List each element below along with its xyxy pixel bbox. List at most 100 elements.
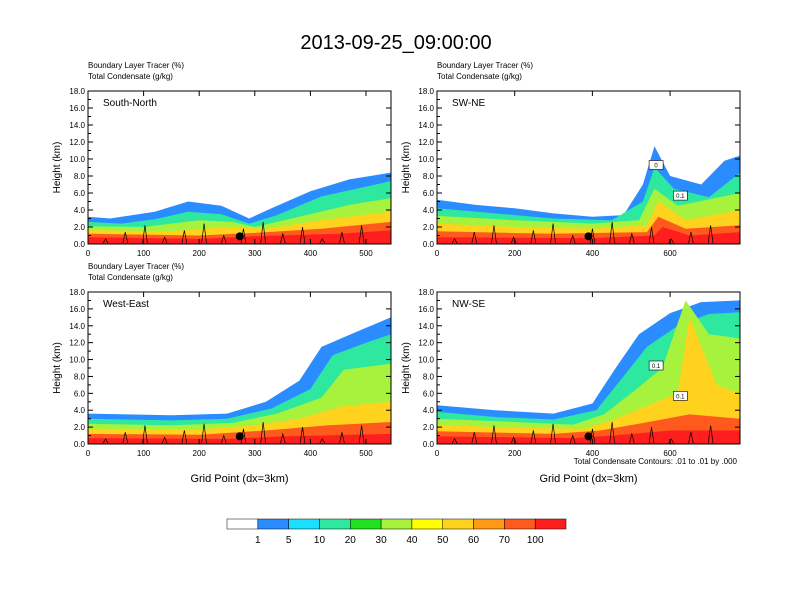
y-tick-label: 16.0 xyxy=(418,104,434,113)
contour-line xyxy=(550,423,556,444)
panels: 0.0 2.0 4.0 6.0 8.0 10.0 12.0 14.0 16.0 18.0 0 100 2… xyxy=(52,61,741,485)
contour-line xyxy=(530,430,537,444)
section-label: NW-SE xyxy=(452,299,485,310)
y-axis-label: Height (km) xyxy=(401,142,412,194)
location-marker xyxy=(584,432,593,441)
contour-line xyxy=(609,221,615,244)
y-tick-label: 4.0 xyxy=(423,406,435,415)
contour-line xyxy=(609,422,615,444)
colorbar-label: 1 xyxy=(255,535,261,546)
colorbar-swatch xyxy=(473,518,505,530)
colorbar-label: 60 xyxy=(468,535,480,546)
x-tick-label: 200 xyxy=(508,449,522,458)
contour-line xyxy=(707,225,714,244)
colorbar-label: 10 xyxy=(314,535,326,546)
contour-line xyxy=(280,232,286,244)
y-tick-label: 10.0 xyxy=(418,356,434,365)
tracer-layers xyxy=(437,300,740,444)
y-tick-label: 8.0 xyxy=(74,372,86,381)
x-tick-label: 200 xyxy=(508,249,522,258)
y-tick-label: 2.0 xyxy=(74,423,86,432)
y-tick-label: 18.0 xyxy=(69,87,85,96)
y-tick-label: 10.0 xyxy=(69,356,85,365)
x-tick-label: 0 xyxy=(435,449,440,458)
colorbar-swatch xyxy=(442,518,474,530)
section-label: West-East xyxy=(103,299,149,310)
contour-label-box xyxy=(673,190,688,201)
contour-line xyxy=(142,225,148,244)
contour-line xyxy=(510,236,517,244)
y-tick-label: 16.0 xyxy=(69,104,85,113)
contour-line xyxy=(181,230,188,244)
colorbar-swatch xyxy=(534,518,567,530)
section-label: South-North xyxy=(103,98,157,109)
field2-label: Total Condensate (g/kg) xyxy=(88,72,173,81)
contour-line xyxy=(122,232,129,244)
contour-line xyxy=(707,425,714,444)
colorbar-label: 70 xyxy=(499,535,511,546)
y-tick-label: 14.0 xyxy=(69,121,85,130)
contour-line xyxy=(339,232,345,244)
colorbar-label: 100 xyxy=(527,535,544,546)
contour-line xyxy=(122,432,129,444)
condensate-contours xyxy=(102,422,365,444)
y-tick-label: 4.0 xyxy=(74,206,86,215)
contour-line xyxy=(550,223,556,244)
x-tick-label: 100 xyxy=(137,449,151,458)
condensate-contours xyxy=(451,221,714,244)
colorbar-swatch xyxy=(504,518,536,530)
x-axis-label: Grid Point (dx=3km) xyxy=(190,473,288,485)
section-label: SW-NE xyxy=(452,98,485,109)
contour-line xyxy=(102,438,109,444)
x-tick-label: 500 xyxy=(359,449,373,458)
contour-line xyxy=(569,234,576,244)
contour-label-box xyxy=(648,360,664,371)
contour-line xyxy=(161,436,168,444)
y-tick-label: 10.0 xyxy=(69,155,85,164)
y-tick-label: 12.0 xyxy=(69,138,85,147)
x-tick-label: 400 xyxy=(586,249,600,258)
figure-title: 2013-09-25_09:00:00 xyxy=(300,32,492,54)
contour-label-box xyxy=(673,391,688,401)
contour-label: 0.1 xyxy=(676,194,685,200)
contour-line xyxy=(358,225,365,244)
x-tick-label: 300 xyxy=(248,449,262,458)
tracer-layer-7 xyxy=(437,317,740,444)
y-tick-label: 18.0 xyxy=(418,288,434,297)
location-marker xyxy=(235,232,244,241)
colorbar-label: 5 xyxy=(286,535,292,546)
y-tick-label: 0.0 xyxy=(74,240,86,249)
x-tick-label: 600 xyxy=(663,449,677,458)
contour-line xyxy=(569,434,576,444)
contour-line xyxy=(629,232,635,244)
y-tick-label: 16.0 xyxy=(69,305,85,314)
y-tick-label: 16.0 xyxy=(418,305,434,314)
colorbar-swatch xyxy=(411,518,443,530)
field1-label: Boundary Layer Tracer (%) xyxy=(88,262,184,271)
y-tick-label: 4.0 xyxy=(423,206,435,215)
y-tick-label: 6.0 xyxy=(423,189,435,198)
contour-line xyxy=(102,238,109,244)
contour-line xyxy=(648,427,655,444)
panel-south-north: 0.0 2.0 4.0 6.0 8.0 10.0 12.0 14.0 16.0 18.0 0 100 2… xyxy=(52,61,392,258)
contour-line xyxy=(280,432,286,444)
contour-label-box xyxy=(648,160,664,170)
contour-label: 0 xyxy=(654,164,658,170)
y-tick-label: 2.0 xyxy=(423,223,435,232)
contour-line xyxy=(142,425,148,444)
y-tick-label: 18.0 xyxy=(69,288,85,297)
colorbar-swatch xyxy=(319,518,351,530)
colorbar-swatch xyxy=(350,518,382,530)
contour-footnote: Total Condensate Contours: .01 to .01 by… xyxy=(574,457,738,466)
y-axis-label: Height (km) xyxy=(52,342,63,394)
x-tick-label: 300 xyxy=(248,249,262,258)
y-tick-label: 18.0 xyxy=(418,87,434,96)
y-tick-label: 0.0 xyxy=(423,240,435,249)
contour-line xyxy=(471,432,478,444)
contour-line xyxy=(688,232,694,244)
contour-line xyxy=(510,436,517,444)
y-tick-label: 2.0 xyxy=(74,223,86,232)
contour-line xyxy=(491,225,497,244)
location-marker xyxy=(235,432,244,441)
panel-sw-ne: 0.0 2.0 4.0 6.0 8.0 10.0 12.0 14.0 16.0 18.0 0 200 4… xyxy=(401,61,741,258)
